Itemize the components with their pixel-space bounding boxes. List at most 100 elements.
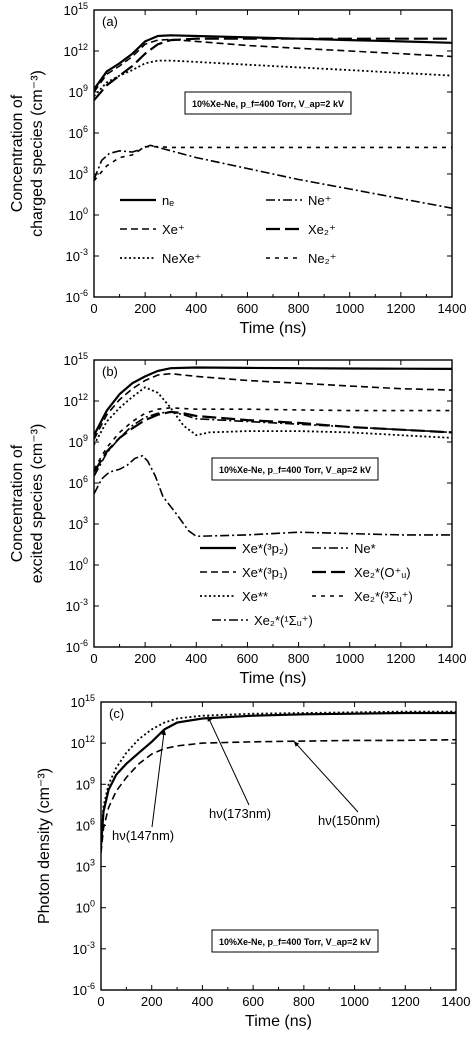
x-axis-title: Time (ns) <box>240 670 307 687</box>
y-tick-label: 109 <box>69 83 88 100</box>
x-tick-label: 800 <box>288 301 310 316</box>
series-label-arrow <box>293 740 359 813</box>
legend-label-xe2-3-u: Xe₂*(³Σᵤ⁺) <box>354 589 413 604</box>
y-tick-label: 103 <box>69 515 88 532</box>
series-line-h-173nm <box>101 710 456 840</box>
y-tick-label: 100 <box>76 899 95 916</box>
x-tick-label: 200 <box>134 651 156 666</box>
x-tick-label: 800 <box>288 651 310 666</box>
legend-label-xe2: Xe₂⁺ <box>308 222 336 237</box>
annotation-box <box>211 457 379 481</box>
series-line-ne <box>94 144 452 209</box>
chart-panel-b: 0 200 400 600 800 1000 1200 1400 10-6 10-3 100 103 1… <box>9 351 466 687</box>
x-tick-label: 1400 <box>442 994 471 1009</box>
arrowhead <box>161 729 167 736</box>
x-tick-label: 600 <box>242 994 264 1009</box>
panel-tag: (a) <box>102 14 118 29</box>
y-tick-label: 1012 <box>64 42 88 59</box>
y-tick-label: 100 <box>69 206 88 223</box>
legend-label-xe: Xe** <box>242 589 268 604</box>
series-label-h-150nm: hν(150nm) <box>318 813 380 828</box>
annotation-box <box>184 91 352 115</box>
y-tick-label: 1015 <box>71 693 95 710</box>
x-tick-label: 200 <box>141 994 163 1009</box>
series-line-xe2-1-u <box>94 411 452 477</box>
y-tick-label: 103 <box>69 165 88 182</box>
x-tick-label: 400 <box>185 651 207 666</box>
y-tick-label: 10-6 <box>66 638 88 655</box>
y-tick-label: 106 <box>69 124 88 141</box>
y-tick-label: 10-3 <box>66 597 88 614</box>
series-line-h-147nm <box>101 711 456 847</box>
x-tick-label: 200 <box>134 301 156 316</box>
series-label-arrow <box>207 715 250 806</box>
series-label-arrow <box>151 729 165 828</box>
chart-panel-c: 0 200 400 600 800 1000 1200 1400 10-6 10-3 100 103 1… <box>36 693 470 1030</box>
series-line-nexe <box>94 59 452 97</box>
y-tick-label: 103 <box>76 858 95 875</box>
series-line-h-150nm <box>101 738 456 853</box>
y-axis-title: Photon density (cm⁻³) <box>36 768 53 924</box>
arrowhead <box>293 741 300 747</box>
annotation-box <box>211 929 379 953</box>
y-tick-label: 100 <box>69 556 88 573</box>
x-axis-title: Time (ns) <box>240 320 307 337</box>
series-line-ne <box>94 454 452 538</box>
legend-label-xe-3p1: Xe*(³p₁) <box>242 565 288 580</box>
x-tick-label: 1200 <box>386 651 415 666</box>
x-tick-label: 1000 <box>335 651 364 666</box>
condition-annotation: 10%Xe-Ne, p_f=400 Torr, V_ap=2 kV <box>192 99 344 109</box>
panel-tag: (b) <box>102 364 118 379</box>
x-tick-label: 400 <box>185 301 207 316</box>
y-tick-label: 10-3 <box>66 247 88 264</box>
x-tick-label: 1400 <box>438 301 467 316</box>
legend-label-xe-3p2: Xe*(³p₂) <box>242 541 288 556</box>
y-axis-title: excited species (cm⁻³) <box>29 424 46 584</box>
x-tick-label: 1200 <box>386 301 415 316</box>
series-line-ne <box>94 34 452 90</box>
x-tick-label: 1200 <box>391 994 420 1009</box>
x-tick-label: 600 <box>237 651 259 666</box>
x-tick-label: 0 <box>97 994 104 1009</box>
series-line-xe-3p1 <box>94 372 452 440</box>
legend-label-xe2-1-u: Xe₂*(¹Σᵤ⁺) <box>254 613 313 628</box>
y-tick-label: 106 <box>76 816 95 833</box>
legend-label-xe: Xe⁺ <box>162 222 185 237</box>
y-tick-label: 109 <box>69 433 88 450</box>
x-axis-title: Time (ns) <box>245 1013 312 1030</box>
y-tick-label: 10-3 <box>73 940 95 957</box>
y-axis-title: Concentration of <box>9 444 26 562</box>
x-tick-label: 0 <box>90 301 97 316</box>
legend-label-nexe: NeXe⁺ <box>162 251 201 266</box>
y-axis-title: Concentration of <box>9 94 26 212</box>
y-tick-label: 10-6 <box>66 288 88 305</box>
series-label-h-173nm: hν(173nm) <box>209 806 271 821</box>
x-tick-label: 600 <box>237 301 259 316</box>
y-tick-label: 1012 <box>64 392 88 409</box>
legend-label-ne: Ne* <box>354 541 376 556</box>
panel-tag: (c) <box>109 706 124 721</box>
legend-label-ne: nₑ <box>162 193 174 208</box>
condition-annotation: 10%Xe-Ne, p_f=400 Torr, V_ap=2 kV <box>219 937 371 947</box>
y-tick-label: 10-6 <box>73 981 95 998</box>
legend-label-xe2-o-u: Xe₂*(O⁺ᵤ) <box>354 565 411 580</box>
series-line-xe <box>94 38 452 93</box>
series-line-xe2-3-u <box>94 406 452 470</box>
x-tick-label: 0 <box>90 651 97 666</box>
x-tick-label: 400 <box>192 994 214 1009</box>
arrowhead <box>207 715 212 722</box>
x-tick-label: 1000 <box>335 301 364 316</box>
series-line-xe <box>94 386 452 446</box>
condition-annotation: 10%Xe-Ne, p_f=400 Torr, V_ap=2 kV <box>219 465 371 475</box>
y-tick-label: 109 <box>76 775 95 792</box>
series-line-xe2 <box>94 37 452 101</box>
x-tick-label: 1000 <box>340 994 369 1009</box>
y-tick-label: 1015 <box>64 351 88 368</box>
chart-panel-a: 0 200 400 600 800 1000 1200 1400 10-6 10-3 100 103 1… <box>9 1 466 337</box>
y-tick-label: 1012 <box>71 734 95 751</box>
legend-label-ne: Ne⁺ <box>308 193 331 208</box>
series-line-ne2 <box>94 145 452 182</box>
y-tick-label: 106 <box>69 474 88 491</box>
series-line-xe-3p2 <box>94 366 452 436</box>
